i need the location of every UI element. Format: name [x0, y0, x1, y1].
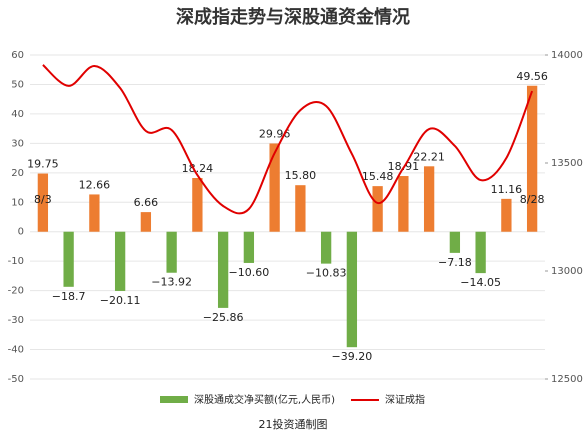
value-label: 22.21	[413, 150, 445, 163]
value-label: 12.66	[79, 178, 111, 191]
value-label: −39.20	[332, 350, 373, 363]
y2-tick-label: 13000	[551, 266, 583, 277]
source: 21投资通制图	[259, 417, 328, 431]
value-label: −7.18	[438, 256, 472, 269]
value-label: −10.60	[229, 266, 270, 279]
bar	[526, 85, 538, 232]
bar	[37, 173, 49, 232]
value-label: −20.11	[100, 294, 141, 307]
bar	[114, 231, 126, 291]
y-tick-label: -40	[8, 345, 24, 356]
value-label: 15.80	[285, 169, 317, 182]
y-tick-label: 40	[11, 109, 24, 120]
bar	[192, 178, 203, 232]
y-tick-label: 10	[11, 197, 24, 208]
value-label: −18.7	[52, 290, 86, 303]
legend-label: 深证成指	[385, 393, 425, 406]
bar	[475, 231, 486, 274]
value-label: −13.92	[151, 276, 192, 289]
bar	[140, 212, 152, 232]
bar	[501, 198, 512, 232]
bar	[398, 176, 409, 232]
bar	[346, 231, 358, 348]
value-label: −14.05	[460, 276, 501, 289]
x-tick-label: 8/3	[34, 193, 52, 206]
bar	[372, 186, 383, 232]
bar	[320, 231, 332, 264]
value-label: 6.66	[134, 196, 159, 209]
y-tick-label: 20	[11, 168, 24, 179]
line	[42, 64, 534, 215]
value-label: 49.56	[516, 70, 548, 83]
y-tick-label: -10	[8, 256, 24, 267]
value-label: −10.83	[306, 267, 347, 280]
y2-tick-label: 12500	[551, 374, 583, 385]
bar	[295, 185, 306, 232]
x-tick-label: 8/28	[520, 193, 545, 206]
bar	[217, 231, 229, 308]
y-tick-label: -30	[8, 315, 24, 326]
chart-title: 深成指走势与深股通资金情况	[176, 6, 410, 28]
y-tick-label: 60	[11, 50, 24, 61]
bar	[63, 231, 74, 287]
y2-tick-label: 13500	[551, 158, 583, 169]
value-label: −25.86	[203, 311, 244, 324]
value-label: 18.24	[182, 162, 214, 175]
value-label: 11.16	[491, 183, 523, 196]
value-label: 15.48	[362, 170, 394, 183]
y-tick-label: 0	[18, 227, 24, 238]
y-tick-label: 50	[11, 79, 24, 90]
legend-swatch	[160, 396, 188, 403]
bar	[166, 231, 177, 273]
bar	[89, 194, 100, 232]
bar	[269, 143, 280, 232]
y-tick-label: -20	[8, 286, 24, 297]
bar	[423, 166, 435, 232]
bar	[243, 231, 255, 263]
bar	[449, 231, 461, 253]
y-tick-label: -50	[8, 374, 24, 385]
y2-tick-label: 14000	[551, 50, 583, 61]
y-tick-label: 30	[11, 138, 24, 149]
legend-label: 深股通成交净买额(亿元,人民币)	[194, 393, 335, 406]
value-label: 19.75	[27, 158, 59, 171]
